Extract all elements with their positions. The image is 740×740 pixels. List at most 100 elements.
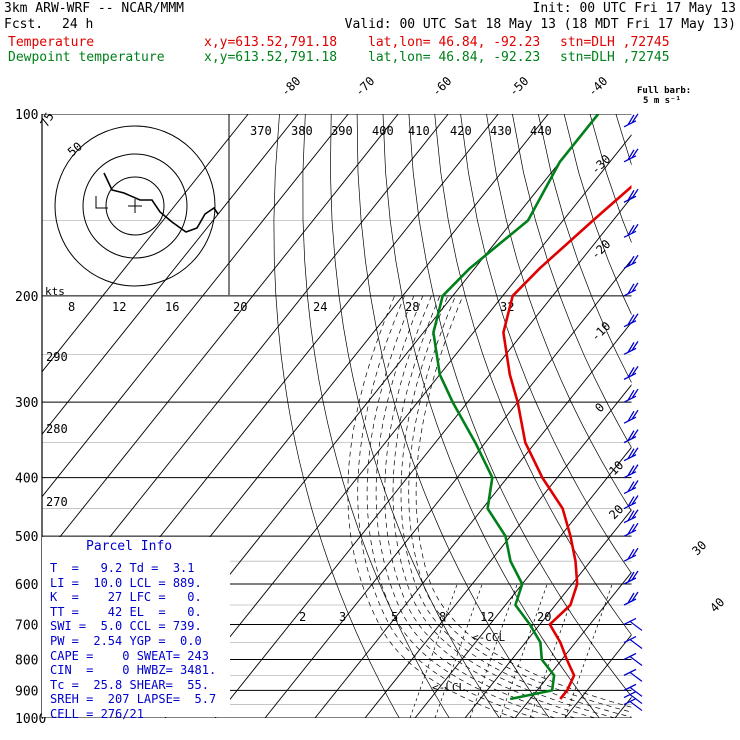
wind-barb <box>623 570 639 585</box>
wind-barb <box>623 282 639 297</box>
isotherm <box>464 508 632 718</box>
isotherm <box>42 114 399 560</box>
hodo-ring <box>54 125 216 287</box>
dew-latlon: lat,lon= 46.84, -92.23 <box>368 50 541 65</box>
wind-barb <box>623 652 643 666</box>
dry-adiabat <box>512 114 632 450</box>
mixing-ratio-label: 20 <box>537 610 551 624</box>
wind-barb-staff <box>623 436 637 444</box>
parcel-info-panel: Parcel Info T = 9.2 Td = 3.1 LI = 10.0 LC… <box>42 537 230 721</box>
moist-adiabat <box>384 295 596 718</box>
dry-adiabat <box>330 114 500 718</box>
parcel-info-row: PW = 2.54 YGP = 0.0 <box>50 634 202 648</box>
forecast-hour: 24 h <box>62 17 94 32</box>
parcel-info-row: LI = 10.0 LCL = 889. <box>50 575 202 590</box>
dew-station: stn=DLH ,72745 <box>560 50 670 65</box>
wind-barb-flag <box>627 481 635 492</box>
wind-barb <box>623 697 643 712</box>
isotherm-label: -10 <box>588 319 613 344</box>
wind-barb <box>623 495 639 510</box>
parcel-info-row: CELL = 276/21 <box>50 707 144 721</box>
mixing-ratio-label: 8 <box>439 610 446 624</box>
moist-adiabat <box>408 295 632 713</box>
isotherm <box>264 258 632 718</box>
wind-barb-flag <box>627 548 635 560</box>
hodo-speed-label: 8 <box>68 300 75 314</box>
isotherm <box>214 196 632 718</box>
wind-barb-flag <box>631 254 639 265</box>
wind-barb-flag <box>627 367 635 378</box>
wind-barb <box>623 591 639 606</box>
wind-barb-staff <box>623 516 637 524</box>
isotherm-label: -80 <box>278 74 303 99</box>
theta-label: 390 <box>331 124 353 138</box>
moist-adiabat <box>400 295 632 718</box>
theta-label: 370 <box>250 124 272 138</box>
wind-barb-flag <box>631 223 639 234</box>
wind-barb-flag <box>629 701 643 712</box>
wind-barb-flag <box>631 365 639 376</box>
dry-adiabat <box>694 114 740 718</box>
wind-barb-flag <box>627 465 635 476</box>
wind-barb-flag <box>627 224 635 236</box>
isotherm-label: 40 <box>707 595 727 615</box>
temperature-legend: Temperature <box>8 35 95 50</box>
wind-barb-staff <box>623 454 637 462</box>
hodo-speed-label: 28 <box>405 300 419 314</box>
mixing-ratio-line <box>409 583 458 718</box>
parcel-info-row: TT = 42 EL = 0. <box>50 604 202 619</box>
isotherm <box>514 571 632 718</box>
wind-barb <box>623 254 639 269</box>
lcl-annotation: <-LCL <box>432 681 465 694</box>
wind-barb-flag <box>627 114 635 126</box>
hodo-speed-label: 16 <box>165 300 179 314</box>
wind-barb-flag <box>627 430 635 441</box>
wind-barb-flag <box>627 592 635 604</box>
wind-barb-flag <box>627 523 635 535</box>
theta-label: 400 <box>372 124 394 138</box>
dry-adiabat <box>273 114 400 718</box>
wind-barb-staff <box>623 289 637 297</box>
isotherm <box>364 383 632 718</box>
isotherm <box>314 321 632 718</box>
wind-barb-flag <box>631 148 639 159</box>
temp-xy: x,y=613.52,791.18 <box>204 35 338 50</box>
temperature-profile <box>502 184 632 700</box>
wind-barb-flag <box>631 388 639 399</box>
theta-label: 440 <box>530 124 552 138</box>
wind-barb-staff <box>623 471 637 479</box>
dry-adiabat <box>356 114 550 718</box>
wind-barb-staff <box>623 261 637 269</box>
hodo-speed-label: 12 <box>112 300 126 314</box>
pressure-label: 600 <box>15 578 38 593</box>
theta-label-left: 270 <box>46 495 68 509</box>
wind-barb-staff <box>623 155 637 163</box>
dry-adiabat <box>382 114 600 718</box>
dewpoint-profile <box>432 114 600 701</box>
wind-barb-flag <box>627 149 635 161</box>
wind-barb <box>623 113 639 128</box>
wind-barb <box>623 480 639 495</box>
model-title: 3km ARW-WRF -- NCAR/MMM <box>4 1 185 16</box>
wind-barb-flag <box>631 113 639 124</box>
wind-barb-flag <box>629 620 643 631</box>
wind-barb <box>623 148 639 163</box>
wind-barb-flag <box>631 429 639 439</box>
dry-adiabat <box>719 114 740 718</box>
storm-motion-marker <box>95 196 108 209</box>
wind-barb <box>623 429 639 444</box>
isotherm-label: -20 <box>588 237 613 262</box>
mixing-ratio-label: 2 <box>299 610 306 624</box>
wind-barb <box>623 388 639 403</box>
pressure-label: 1000 <box>15 712 46 727</box>
isotherm-label: 20 <box>606 502 626 522</box>
mixing-ratio-line <box>564 583 613 718</box>
isotherm <box>715 114 740 718</box>
wind-barb-flag <box>627 410 635 422</box>
pressure-label: 300 <box>15 396 38 411</box>
pressure-label: 200 <box>15 290 38 305</box>
mixing-ratio-label: 5 <box>391 610 398 624</box>
moist-adiabat <box>366 295 556 718</box>
wind-barb <box>623 447 639 462</box>
